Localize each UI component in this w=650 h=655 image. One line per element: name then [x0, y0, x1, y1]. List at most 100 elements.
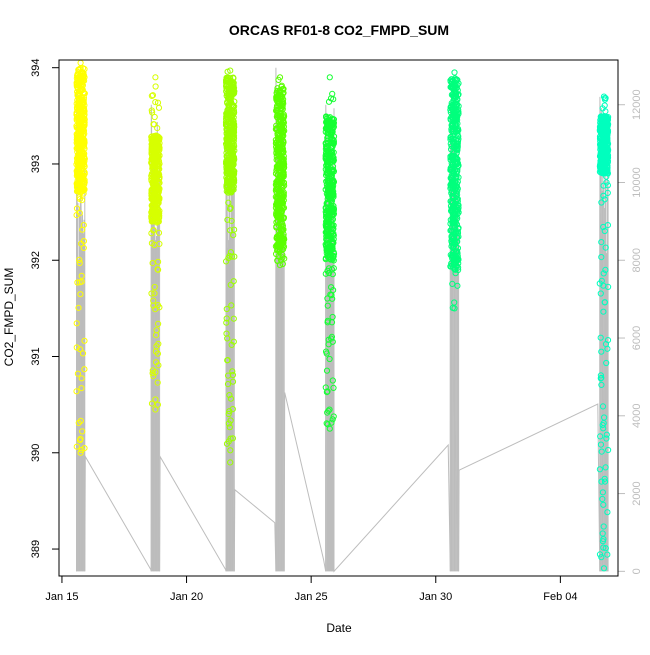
data-point [600, 308, 607, 315]
data-point [150, 227, 157, 234]
data-point [148, 400, 156, 407]
data-point [453, 249, 460, 256]
data-point [154, 379, 161, 386]
data-point [75, 419, 82, 426]
data-point [149, 260, 156, 267]
data-point [231, 226, 238, 233]
data-point [454, 96, 461, 103]
data-point [600, 182, 607, 189]
data-point [280, 132, 287, 139]
data-point [281, 161, 288, 168]
data-point [279, 194, 286, 201]
data-point [78, 385, 85, 392]
data-point [451, 69, 458, 76]
data-point [227, 227, 234, 234]
data-point [153, 332, 160, 339]
data-point [605, 446, 612, 454]
data-point [330, 205, 337, 212]
data-point [455, 264, 462, 271]
data-point [600, 93, 608, 100]
data-point [156, 240, 163, 247]
data-point [226, 119, 233, 126]
data-point [155, 218, 162, 225]
data-point [148, 240, 155, 247]
x-tick-label: Jan 25 [295, 591, 328, 603]
data-point [600, 523, 607, 530]
data-point [330, 253, 337, 260]
data-point [76, 103, 83, 110]
data-point [152, 396, 159, 403]
data-point [224, 216, 231, 223]
data-point [604, 122, 611, 129]
data-point [275, 93, 282, 101]
data-point [273, 95, 280, 102]
data-point [229, 368, 236, 375]
y-tick-label: 393 [30, 155, 42, 173]
data-point [277, 110, 284, 117]
data-point [74, 137, 81, 144]
data-point [602, 266, 609, 273]
data-point [328, 132, 335, 139]
data-point [453, 100, 460, 108]
data-point [274, 178, 281, 185]
data-point [281, 255, 288, 262]
data-point [453, 142, 460, 149]
data-point [76, 346, 84, 353]
data-point [229, 146, 236, 153]
data-point [226, 392, 233, 399]
data-point [152, 369, 159, 376]
data-point [227, 67, 234, 74]
y2-tick-label: 6000 [631, 326, 643, 350]
data-point [602, 135, 609, 142]
data-point [75, 66, 82, 74]
data-point [153, 359, 160, 366]
data-point [77, 417, 84, 424]
data-point [602, 545, 609, 552]
data-point [601, 299, 608, 306]
data-point [329, 243, 336, 250]
x-tick-label: Feb 04 [543, 591, 577, 603]
data-point [273, 107, 280, 114]
data-point [223, 142, 230, 149]
x-tick-label: Jan 15 [45, 591, 78, 603]
data-point [76, 210, 83, 217]
data-point [324, 137, 331, 144]
data-point [223, 127, 230, 134]
data-point [601, 196, 608, 203]
data-point [330, 208, 337, 215]
chart-title: ORCAS RF01-8 CO2_FMPD_SUM [229, 22, 449, 38]
data-point [78, 153, 86, 160]
plot-frame [58, 59, 619, 577]
data-point [325, 341, 332, 348]
data-point [149, 92, 156, 99]
data-point [225, 199, 232, 206]
data-point [227, 395, 234, 402]
data-point [152, 207, 159, 214]
data-point [323, 350, 330, 357]
data-point [323, 226, 330, 233]
data-point [76, 256, 83, 263]
data-point [329, 271, 336, 278]
data-point [152, 83, 159, 90]
data-point [79, 428, 86, 435]
data-point [329, 240, 336, 247]
data-point [150, 297, 157, 304]
data-point [223, 305, 230, 313]
data-point [603, 431, 610, 438]
data-point [224, 164, 231, 171]
data-point [324, 123, 331, 131]
data-point [328, 150, 336, 157]
data-point [73, 443, 80, 450]
data-point [73, 320, 80, 327]
data-point [452, 183, 459, 190]
data-point [151, 121, 158, 128]
y2-tick-label: 10000 [631, 167, 643, 198]
data-point [227, 204, 234, 211]
data-point [599, 105, 606, 112]
data-point [324, 214, 331, 221]
data-point [81, 366, 88, 373]
data-point [602, 167, 609, 174]
data-point [224, 177, 231, 184]
data-point [323, 367, 331, 374]
